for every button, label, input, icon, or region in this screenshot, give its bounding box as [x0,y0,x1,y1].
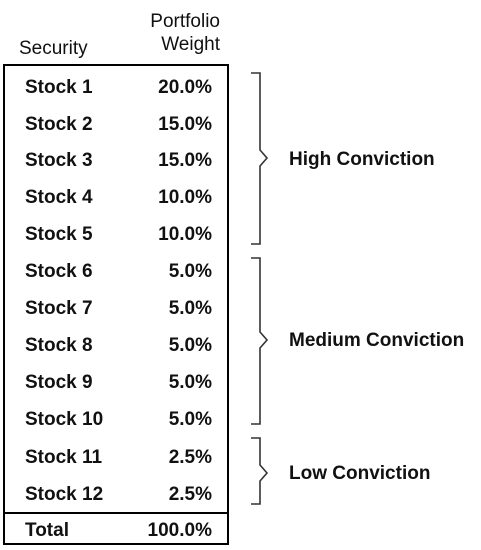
weight-cell: 5.0% [168,372,212,393]
total-weight: 100.0% [147,520,212,541]
table-row: Stock 7 5.0% [3,294,229,324]
medium-conviction-bracket [251,257,269,425]
group-label-low: Low Conviction [289,463,431,484]
header-weight-line2: Weight [161,34,220,55]
weight-cell: 10.0% [158,224,212,245]
security-cell: Stock 4 [25,187,93,208]
weight-cell: 5.0% [168,409,212,430]
security-cell: Stock 6 [25,261,93,282]
security-cell: Stock 9 [25,372,93,393]
total-divider [3,512,229,514]
table-row: Stock 6 5.0% [3,257,229,287]
high-conviction-bracket [251,72,269,245]
total-row: Total 100.0% [3,516,229,546]
low-conviction-bracket [251,437,269,505]
weight-cell: 5.0% [168,261,212,282]
security-cell: Stock 5 [25,224,93,245]
weight-cell: 5.0% [168,298,212,319]
table-row: Stock 10 5.0% [3,405,229,435]
table-row: Stock 5 10.0% [3,220,229,250]
security-cell: Stock 3 [25,150,93,171]
security-cell: Stock 1 [25,77,93,98]
table-row: Stock 2 15.0% [3,110,229,140]
weight-cell: 2.5% [168,484,212,505]
total-label: Total [25,520,69,541]
weight-cell: 15.0% [158,114,212,135]
weight-cell: 15.0% [158,150,212,171]
table-row: Stock 4 10.0% [3,183,229,213]
security-cell: Stock 11 [25,447,103,468]
table-row: Stock 3 15.0% [3,146,229,176]
weight-cell: 5.0% [168,335,212,356]
holdings-table [3,64,229,545]
table-row: Stock 11 2.5% [3,443,229,473]
group-label-high: High Conviction [289,149,435,170]
security-cell: Stock 8 [25,335,93,356]
security-cell: Stock 2 [25,114,93,135]
security-cell: Stock 12 [25,484,104,505]
table-row: Stock 9 5.0% [3,368,229,398]
header-portfolio-weight: Portfolio Weight [118,10,220,56]
header-weight-line1: Portfolio [150,11,220,32]
weight-cell: 20.0% [158,77,212,98]
table-row: Stock 12 2.5% [3,480,229,510]
security-cell: Stock 7 [25,298,93,319]
group-label-medium: Medium Conviction [289,330,465,351]
weight-cell: 10.0% [158,187,212,208]
header-security: Security [19,38,88,59]
table-row: Stock 8 5.0% [3,331,229,361]
table-row: Stock 1 20.0% [3,73,229,103]
weight-cell: 2.5% [168,447,212,468]
security-cell: Stock 10 [25,409,104,430]
